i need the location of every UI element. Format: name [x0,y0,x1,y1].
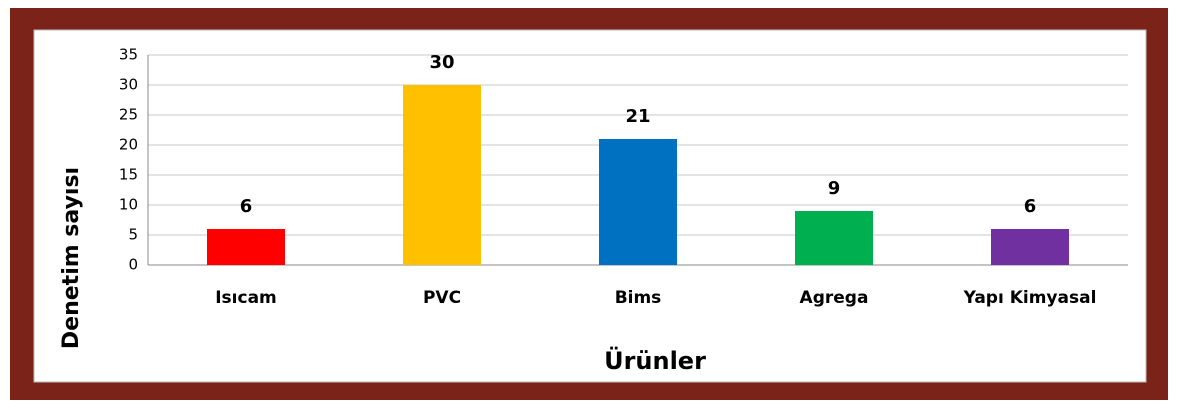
x-tick-label: Isıcam [215,288,277,308]
bar [599,139,677,265]
x-tick-label: PVC [423,288,461,308]
x-tick-label: Bims [615,288,662,308]
bar [795,211,873,265]
data-label: 21 [625,106,650,127]
bar [403,85,481,265]
y-tick-label: 0 [128,256,138,274]
data-label: 30 [429,52,454,73]
x-tick-label: Yapı Kimyasal [963,288,1097,308]
chart-area [33,29,1147,383]
bar [991,229,1069,265]
y-tick-label: 20 [119,136,138,154]
y-axis-title: Denetim sayısı [59,167,84,349]
data-label: 9 [828,178,841,199]
y-tick-label: 5 [128,226,138,244]
x-axis-title: Ürünler [604,345,706,375]
data-label: 6 [1024,196,1037,217]
data-label: 6 [240,196,253,217]
x-tick-label: Agrega [800,288,869,308]
y-tick-label: 30 [119,76,138,94]
y-tick-label: 15 [119,166,138,184]
y-tick-label: 25 [119,106,138,124]
y-tick-label: 10 [119,196,138,214]
bar [207,229,285,265]
y-tick-label: 35 [119,46,138,64]
